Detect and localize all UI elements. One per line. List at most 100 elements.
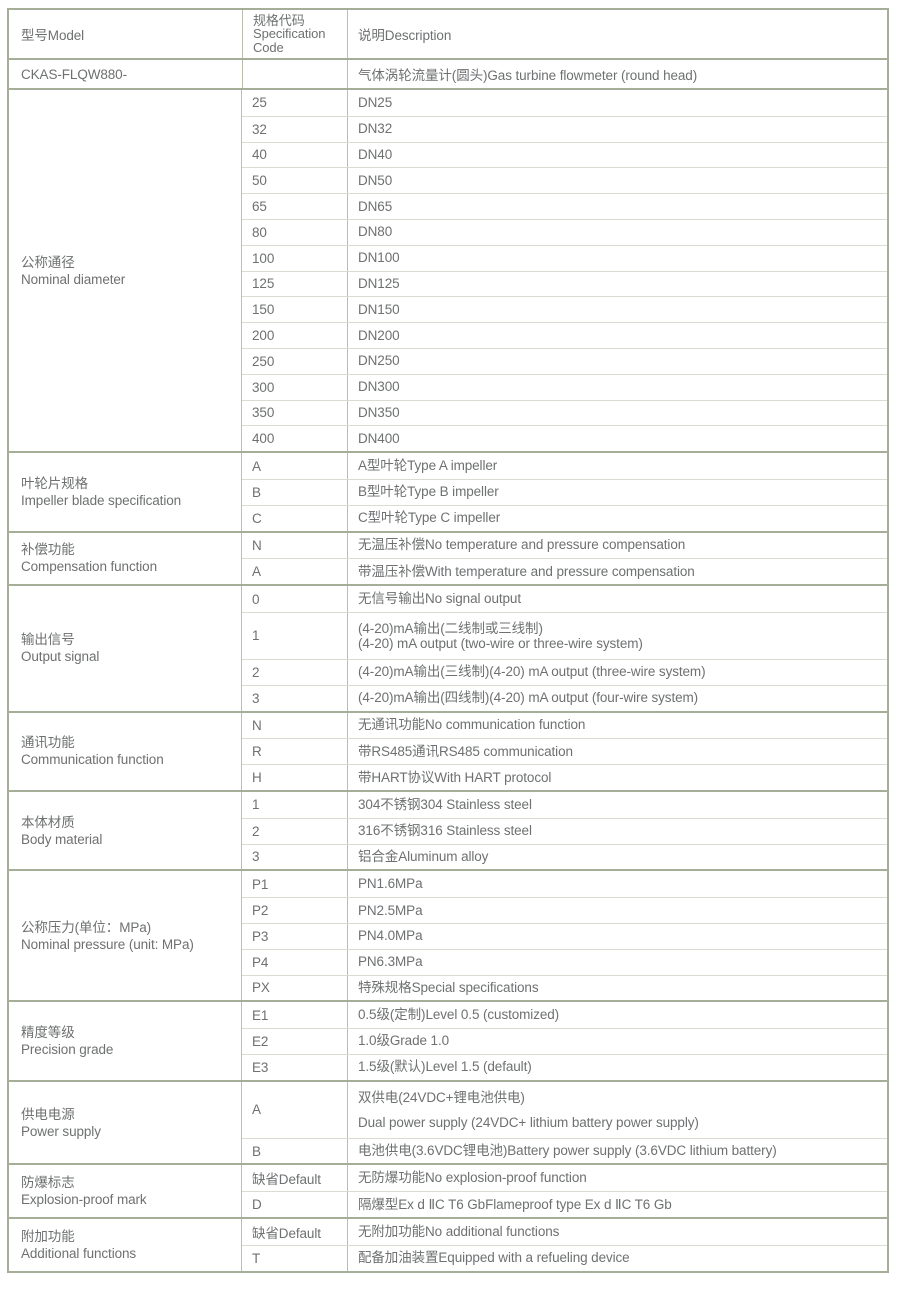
description-line: 无信号输出No signal output — [358, 591, 521, 607]
description-cell: 特殊规格Special specifications — [348, 976, 887, 1001]
base-model-code: CKAS-FLQW880- — [21, 66, 127, 82]
description-line: DN80 — [358, 224, 393, 240]
section-label-cell: 本体材质 Body material — [9, 791, 242, 870]
description-line: DN32 — [358, 121, 393, 137]
description-cell: 304不锈钢304 Stainless steel — [348, 792, 887, 818]
section-label-en: Communication function — [21, 752, 164, 768]
description-line: (4-20)mA输出(四线制)(4-20) mA output (four-wi… — [358, 690, 699, 706]
section-label-cn: 公称通径 — [21, 254, 75, 270]
table-row: B B型叶轮Type B impeller — [242, 478, 887, 505]
table-row: H 带HART协议With HART protocol — [242, 764, 887, 790]
section-label-en: Impeller blade specification — [21, 492, 182, 508]
spec-code-cell: 80 — [242, 219, 348, 245]
spec-code-cell: A — [242, 559, 348, 585]
description-cell: 双供电(24VDC+锂电池供电) Dual power supply (24VDC… — [348, 1082, 887, 1138]
table-row: 0 无信号输出No signal output — [242, 586, 887, 612]
description-line: DN65 — [358, 198, 393, 214]
description-cell: DN200 — [348, 323, 887, 348]
base-model-row: CKAS-FLQW880- 气体涡轮流量计(圆头)Gas turbine flo… — [9, 60, 887, 90]
description-line: DN25 — [358, 94, 393, 110]
spec-code-cell: 125 — [242, 271, 348, 297]
description-line: 1.5级(默认)Level 1.5 (default) — [358, 1059, 532, 1075]
section-rows: 1 304不锈钢304 Stainless steel 2 316不锈钢316 Sta… — [242, 791, 887, 870]
section-label-cell: 供电电源 Power supply — [9, 1081, 242, 1164]
section-label-cn: 补偿功能 — [21, 542, 75, 558]
table-row: 200 DN200 — [242, 322, 887, 348]
section-label-cell: 叶轮片规格 Impeller blade specification — [9, 453, 242, 531]
table-row: A A型叶轮Type A impeller — [242, 453, 887, 479]
description-line: PN1.6MPa — [358, 876, 423, 892]
spec-code-cell: 100 — [242, 245, 348, 271]
section-rows: A 双供电(24VDC+锂电池供电) Dual power supply (24VD… — [242, 1081, 887, 1164]
table-row: P3 PN4.0MPa — [242, 922, 887, 949]
section-label-cell: 公称压力(单位：MPa) Nominal pressure (unit: MPa) — [9, 871, 242, 1001]
description-cell: 无信号输出No signal output — [348, 586, 887, 612]
section-rows: 缺省Default 无附加功能No additional functions T 配备… — [242, 1219, 887, 1271]
table-row: 3 铝合金Aluminum alloy — [242, 843, 887, 870]
section-label-cn: 叶轮片规格 — [21, 475, 88, 491]
description-line: DN300 — [358, 379, 400, 395]
description-cell: C型叶轮Type C impeller — [348, 506, 887, 531]
description-cell: 隔爆型Ex d ⅡC T6 GbFlameproof type Ex d ⅡC … — [348, 1192, 887, 1217]
description-cell: (4-20)mA输出(四线制)(4-20) mA output (four-wi… — [348, 686, 887, 711]
spec-code-cell: P3 — [242, 923, 348, 949]
spec-section: 通讯功能 Communication function N 无通讯功能No commu… — [9, 710, 887, 790]
model-selection-table: 型号Model 规格代码 Specification Code 说明Descri… — [7, 8, 889, 1273]
spec-code-cell: P1 — [242, 871, 348, 898]
section-rows: 0 无信号输出No signal output 1 (4-20)mA输出(二线制或三线… — [242, 586, 887, 711]
table-row: R 带RS485通讯RS485 communication — [242, 738, 887, 765]
description-cell: PN6.3MPa — [348, 950, 887, 975]
description-cell: 配备加油装置Equipped with a refueling device — [348, 1246, 887, 1271]
header-cell-model: 型号Model — [21, 28, 85, 43]
description-line: DN400 — [358, 430, 400, 446]
description-line: 配备加油装置Equipped with a refueling device — [358, 1250, 630, 1266]
table-row: T 配备加油装置Equipped with a refueling device — [242, 1244, 887, 1271]
section-label-cell: 防爆标志 Explosion-proof mark — [9, 1165, 242, 1218]
description-cell: 带温压补偿With temperature and pressure compe… — [348, 559, 887, 584]
spec-code-cell: N — [242, 532, 348, 559]
spec-code-cell: 1 — [242, 791, 348, 818]
header-spec-code-line: Specification — [253, 26, 326, 42]
table-row: 65 DN65 — [242, 193, 887, 219]
description-line: A型叶轮Type A impeller — [358, 458, 498, 474]
spec-code-cell: R — [242, 739, 348, 765]
section-label-cn: 附加功能 — [21, 1228, 75, 1244]
table-header-row: 型号Model 规格代码 Specification Code 说明Descri… — [9, 10, 887, 60]
section-label-en: Power supply — [21, 1123, 101, 1139]
table-row: 25 DN25 — [242, 90, 887, 116]
spec-code-cell: 缺省Default — [242, 1165, 348, 1192]
spec-code-cell: 32 — [242, 116, 348, 142]
description-line: C型叶轮Type C impeller — [358, 510, 501, 526]
spec-code-cell: 0 — [242, 586, 348, 612]
section-label-en: Precision grade — [21, 1041, 114, 1057]
description-line: 0.5级(定制)Level 0.5 (customized) — [358, 1007, 560, 1023]
spec-section: 防爆标志 Explosion-proof mark 缺省Default 无防爆功能No… — [9, 1163, 887, 1218]
header-cell-spec-code: 规格代码 Specification Code — [242, 10, 348, 58]
description-line: Dual power supply (24VDC+ lithium batter… — [358, 1114, 699, 1130]
spec-code-cell: 300 — [242, 374, 348, 400]
spec-code-cell: E2 — [242, 1029, 348, 1054]
description-cell: 电池供电(3.6VDC锂电池)Battery power supply (3.6… — [348, 1139, 887, 1164]
table-row: 3 (4-20)mA输出(四线制)(4-20) mA output (four-w… — [242, 684, 887, 711]
spec-section: 精度等级 Precision grade E1 0.5级(定制)Level 0.5 (… — [9, 1000, 887, 1080]
description-line: DN150 — [358, 301, 400, 317]
spec-section: 本体材质 Body material 1 304不锈钢304 Stainless st… — [9, 789, 887, 870]
spec-code-cell: 25 — [242, 90, 348, 116]
spec-section: 附加功能 Additional functions 缺省Default 无附加功能No… — [9, 1217, 887, 1271]
spec-code-cell: B — [242, 1138, 348, 1164]
description-cell: 铝合金Aluminum alloy — [348, 845, 887, 870]
section-label-cn: 供电电源 — [21, 1106, 75, 1122]
spec-sections-container: 公称通径 Nominal diameter 25 DN25 32 DN32 40 DN40 50… — [9, 90, 887, 1271]
spec-code-cell: E1 — [242, 1002, 348, 1029]
description-line: 带HART协议With HART protocol — [358, 769, 552, 785]
table-row: 150 DN150 — [242, 296, 887, 323]
table-row: 300 DN300 — [242, 373, 887, 400]
description-cell: DN65 — [348, 194, 887, 219]
description-cell: 0.5级(定制)Level 0.5 (customized) — [348, 1002, 887, 1028]
description-cell: 316不锈钢316 Stainless steel — [348, 819, 887, 844]
description-line: 电池供电(3.6VDC锂电池)Battery power supply (3.6… — [358, 1143, 777, 1159]
table-row: N 无温压补偿No temperature and pressure compen… — [242, 532, 887, 559]
table-row: P2 PN2.5MPa — [242, 897, 887, 923]
section-label-en: Nominal diameter — [21, 271, 126, 287]
spec-section: 叶轮片规格 Impeller blade specification A A型叶轮Ty… — [9, 451, 887, 531]
